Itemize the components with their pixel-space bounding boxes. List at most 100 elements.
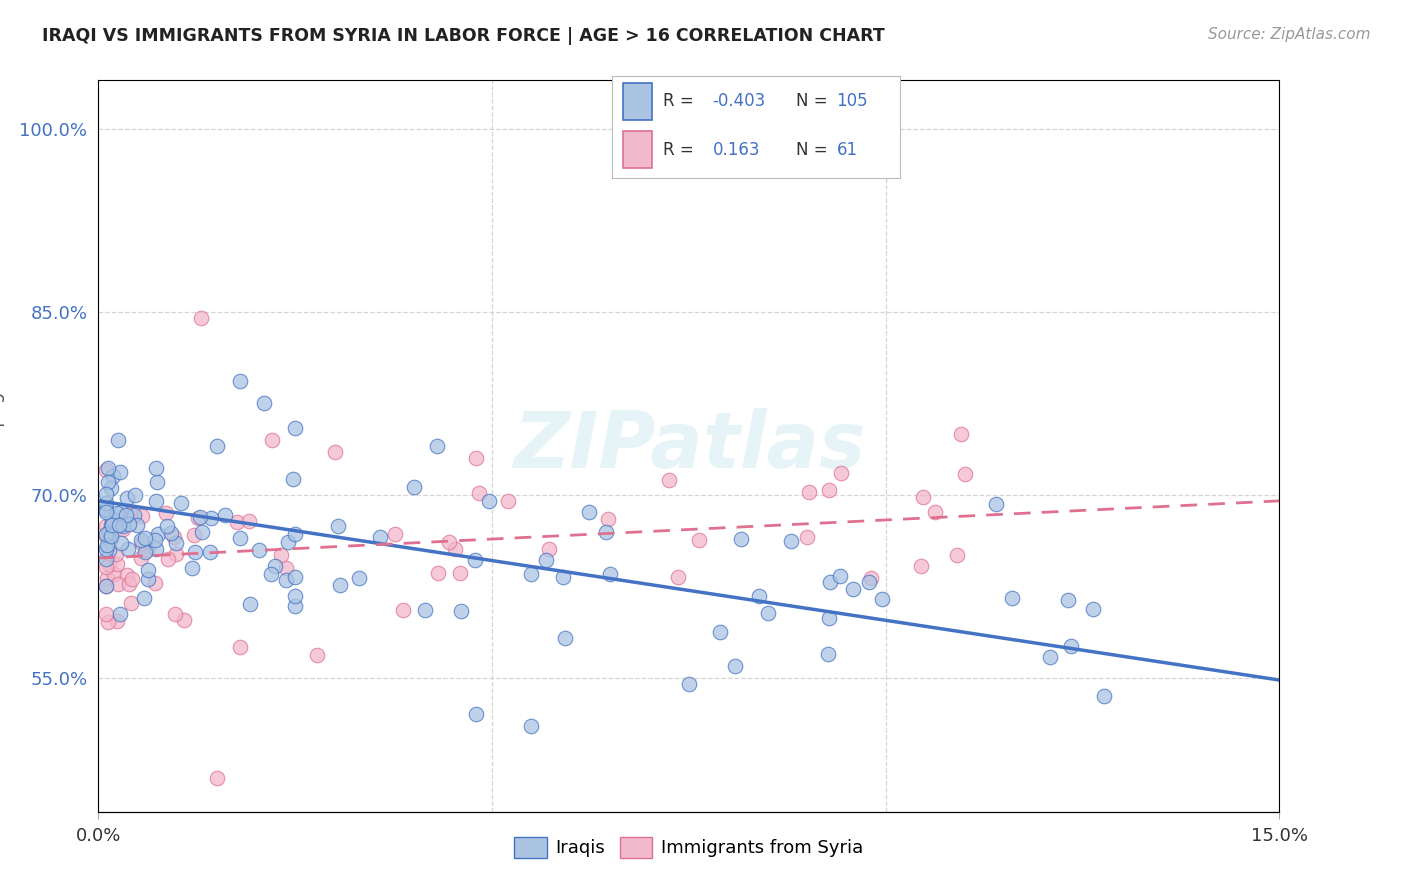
Point <box>260 433 283 447</box>
Point <box>214 508 236 523</box>
Point <box>115 508 138 523</box>
Point <box>1001 591 1024 606</box>
Point <box>145 541 167 556</box>
Point <box>105 507 128 521</box>
Point <box>110 505 132 519</box>
Point <box>595 524 617 539</box>
Point <box>96 463 118 477</box>
Bar <box>623 131 652 168</box>
Point <box>551 570 574 584</box>
Point <box>426 439 449 453</box>
Point <box>270 548 292 562</box>
Point <box>437 534 460 549</box>
Point <box>284 589 307 603</box>
Point <box>96 496 118 510</box>
Point <box>97 461 120 475</box>
Point <box>284 526 307 541</box>
Point <box>97 475 120 490</box>
Point <box>953 467 976 481</box>
Point <box>205 439 228 453</box>
Point <box>828 569 851 583</box>
Point <box>229 640 252 655</box>
Point <box>131 508 153 523</box>
Point <box>134 545 156 559</box>
Point <box>112 518 135 533</box>
Point <box>146 475 169 490</box>
Point <box>858 574 880 589</box>
Point <box>347 571 370 585</box>
Point <box>859 571 882 585</box>
Point <box>796 530 818 544</box>
Point <box>910 558 932 573</box>
Point <box>253 396 276 410</box>
Text: 0.163: 0.163 <box>713 141 761 159</box>
Point <box>107 557 129 571</box>
Point <box>136 543 159 558</box>
Bar <box>623 83 652 120</box>
Point <box>136 572 159 586</box>
Point <box>780 534 803 549</box>
Point <box>1092 689 1115 703</box>
Point <box>450 604 472 618</box>
Point <box>115 568 138 582</box>
Point <box>384 526 406 541</box>
Point <box>329 577 352 591</box>
Point <box>121 572 143 586</box>
Point <box>520 567 543 582</box>
Point <box>103 567 125 582</box>
Point <box>96 551 118 566</box>
Point <box>96 527 118 541</box>
Point <box>817 647 839 661</box>
Point <box>110 535 132 549</box>
Point <box>748 590 770 604</box>
Point <box>427 566 450 580</box>
Point <box>464 552 486 566</box>
Point <box>160 525 183 540</box>
Point <box>105 548 128 562</box>
Point <box>465 451 488 466</box>
Point <box>105 614 128 628</box>
Point <box>200 510 222 524</box>
Text: ZIPatlas: ZIPatlas <box>513 408 865 484</box>
Point <box>156 551 179 566</box>
Point <box>260 566 283 581</box>
Point <box>205 771 228 785</box>
Point <box>184 545 207 559</box>
Point <box>96 519 118 533</box>
Point <box>468 485 491 500</box>
Point <box>122 508 145 522</box>
Point <box>108 516 131 531</box>
Point <box>326 519 349 533</box>
Point <box>173 614 195 628</box>
Point <box>284 569 307 583</box>
Point <box>100 517 122 532</box>
Point <box>730 532 752 546</box>
Point <box>924 504 946 518</box>
Text: N =: N = <box>796 141 828 159</box>
Point <box>264 558 287 573</box>
Point <box>96 529 118 543</box>
Point <box>136 564 159 578</box>
Point <box>284 421 307 435</box>
Point <box>100 481 122 495</box>
Point <box>96 579 118 593</box>
Point <box>277 535 299 549</box>
Point <box>413 603 436 617</box>
Text: R =: R = <box>664 141 695 159</box>
Point <box>666 570 689 584</box>
Point <box>370 529 392 543</box>
Point <box>117 542 139 557</box>
Point <box>125 518 148 533</box>
Text: IRAQI VS IMMIGRANTS FROM SYRIA IN LABOR FORCE | AGE > 16 CORRELATION CHART: IRAQI VS IMMIGRANTS FROM SYRIA IN LABOR … <box>42 27 884 45</box>
Point <box>323 445 346 459</box>
Point <box>98 525 121 540</box>
Point <box>96 541 118 556</box>
Point <box>96 560 118 574</box>
Point <box>131 533 153 548</box>
Point <box>143 576 166 591</box>
Point <box>143 533 166 547</box>
Point <box>818 574 841 589</box>
Point <box>247 543 270 558</box>
Point <box>870 592 893 607</box>
Point <box>170 496 193 510</box>
